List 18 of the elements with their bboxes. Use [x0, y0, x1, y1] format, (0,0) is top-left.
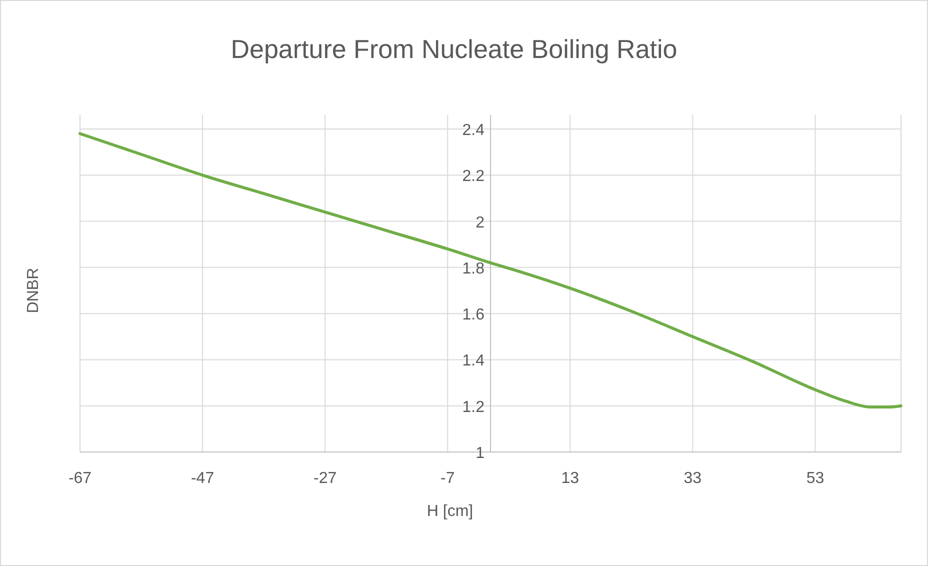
x-tick-label: 33 [684, 470, 702, 487]
x-tick-label: 13 [561, 470, 580, 487]
y-tick-label: 2.2 [462, 168, 485, 186]
x-tick-label: -7 [440, 470, 455, 487]
y-tick-label: 1.4 [462, 352, 485, 370]
x-tick-label: 53 [806, 470, 824, 487]
x-tick-label: -47 [190, 470, 214, 487]
x-tick-label: -67 [68, 470, 92, 487]
x-tick-label: -27 [314, 470, 337, 487]
chart-title: Departure From Nucleate Boiling Ratio [230, 34, 678, 64]
x-axis-title: H [cm] [426, 503, 474, 520]
y-tick-label: 1.2 [462, 398, 485, 416]
y-tick-label: 1 [476, 445, 485, 462]
y-tick-label: 2.4 [462, 122, 485, 139]
y-axis-title: DNBR [25, 268, 42, 314]
y-tick-label: 1.6 [462, 306, 485, 324]
y-tick-label: 1.8 [462, 260, 485, 278]
y-tick-label: 2 [476, 214, 485, 232]
